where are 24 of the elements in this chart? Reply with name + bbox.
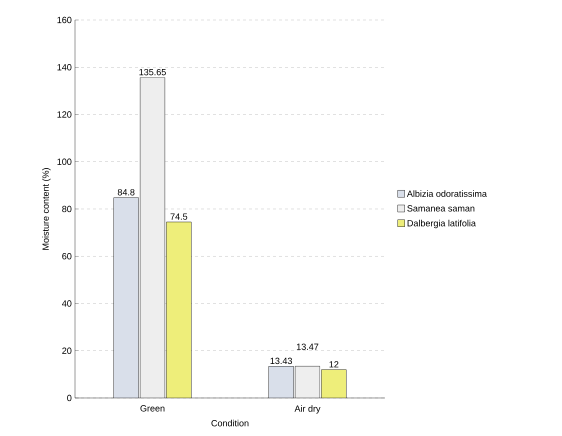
data-label: 13.43 xyxy=(270,358,292,364)
y-tick-label: 40 xyxy=(62,300,72,307)
legend-label: Samanea saman xyxy=(407,205,474,212)
x-tick-label: Air dry xyxy=(294,405,320,414)
y-tick-label: 80 xyxy=(62,206,72,212)
data-label: 84.8 xyxy=(118,189,135,196)
y-tick-label: 100 xyxy=(57,158,72,165)
data-label: 13.47 xyxy=(296,344,318,350)
bar xyxy=(321,369,346,398)
x-axis-title: Condition xyxy=(211,420,248,426)
y-tick-label: 20 xyxy=(62,348,72,354)
x-tick-label: Green xyxy=(140,405,164,412)
y-tick-label: 160 xyxy=(57,16,72,24)
y-axis-title: Moisture content (%) xyxy=(42,168,51,250)
y-tick-label: 120 xyxy=(57,111,72,118)
data-label: 74.5 xyxy=(170,214,188,220)
y-tick-label: 0 xyxy=(67,394,72,402)
legend-label: Albizia odoratissima xyxy=(406,190,487,197)
y-tick-label: 140 xyxy=(57,64,72,70)
y-tick-label: 60 xyxy=(62,253,72,260)
data-label: 135.65 xyxy=(139,68,166,76)
bar xyxy=(166,222,192,398)
data-label: 12 xyxy=(330,361,338,368)
legend-label: Dalbergia latifolia xyxy=(408,220,476,228)
